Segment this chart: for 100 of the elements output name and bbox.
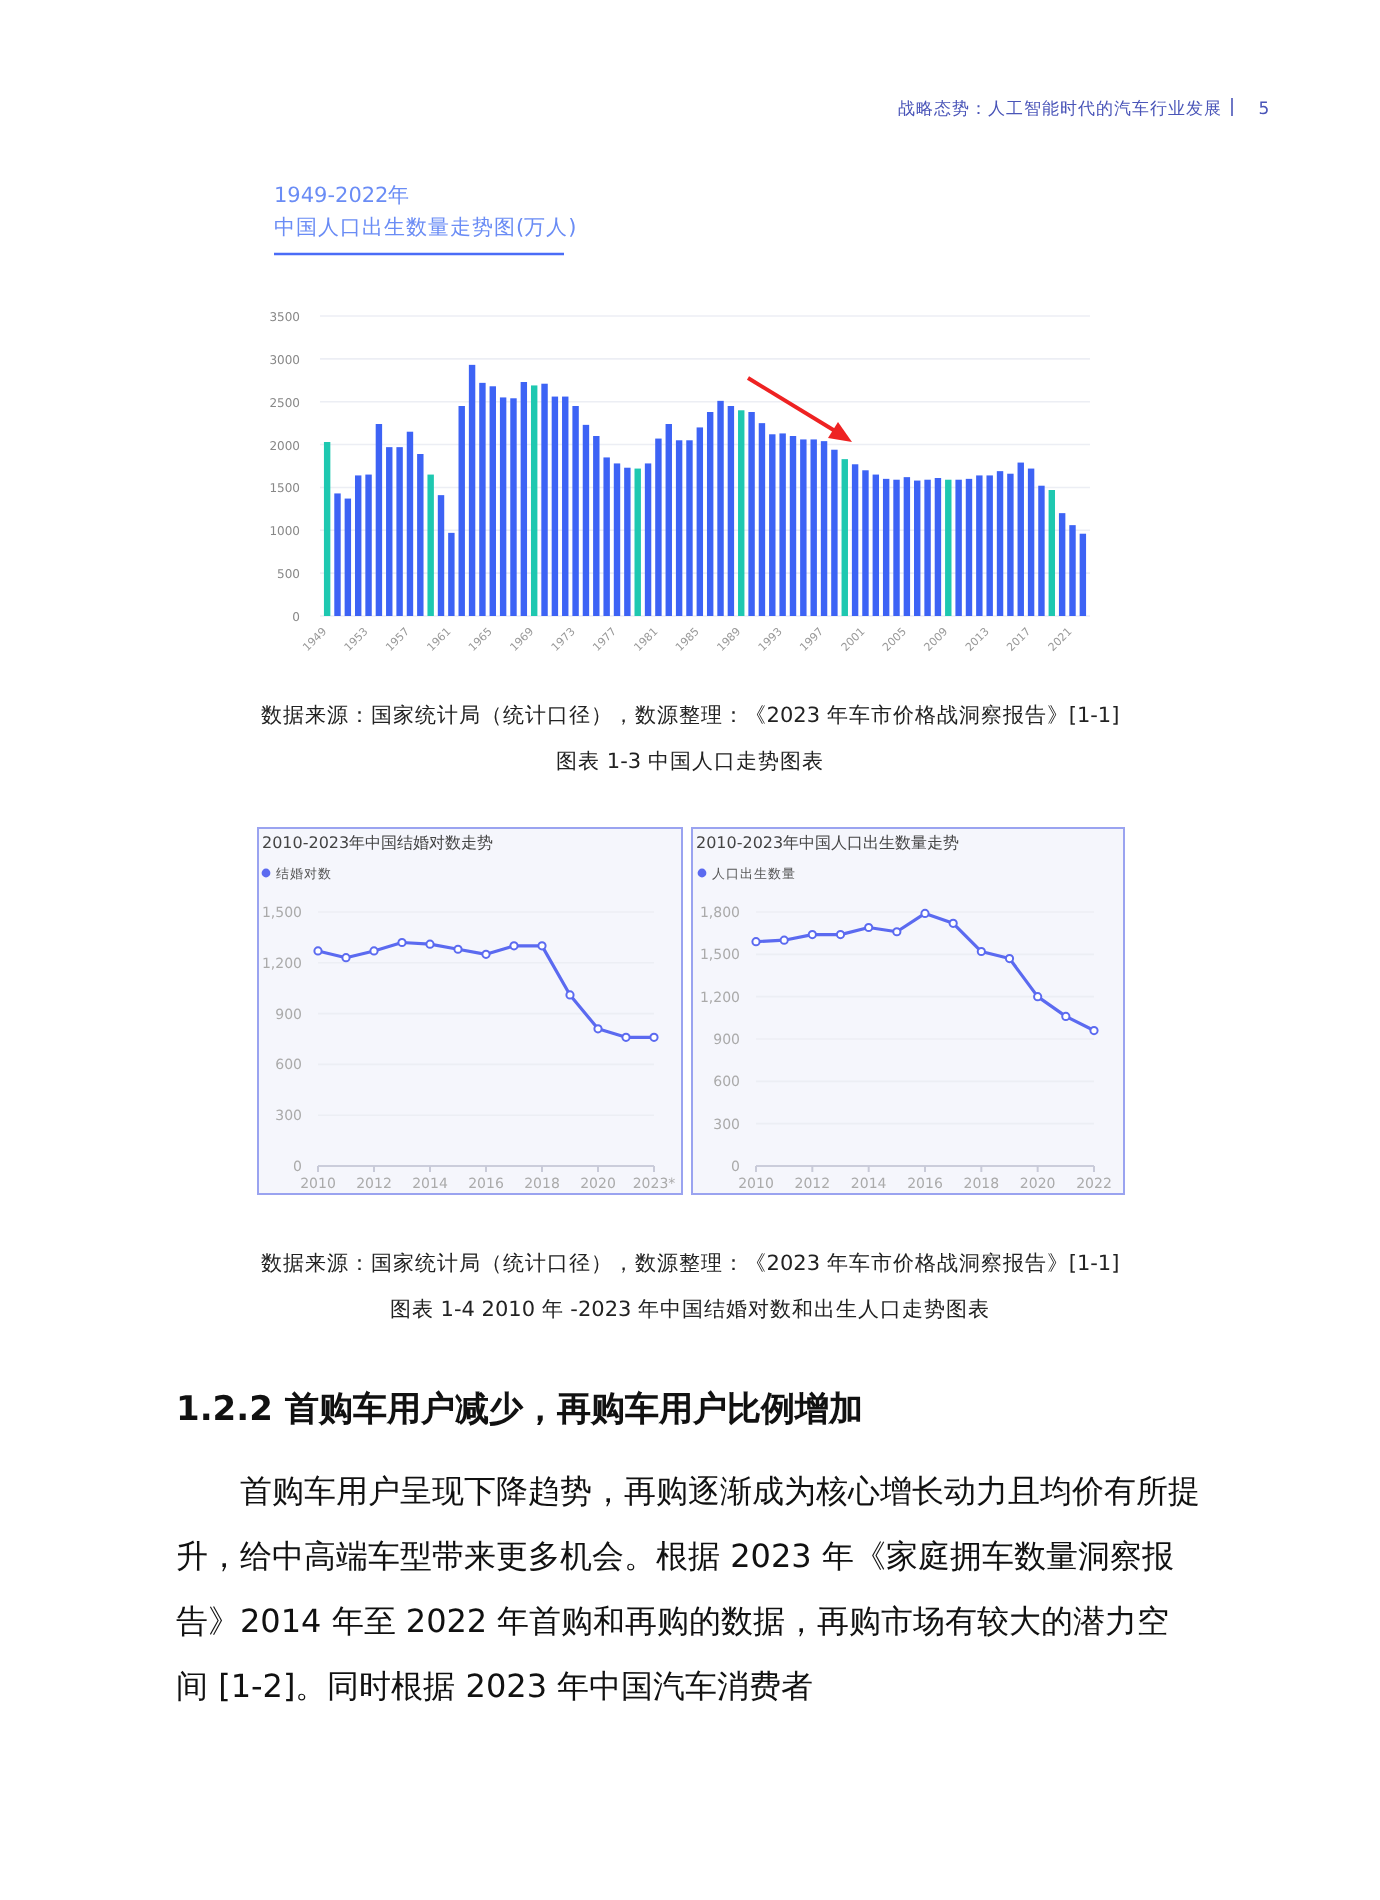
bar bbox=[344, 498, 352, 616]
bar bbox=[872, 474, 880, 616]
bar bbox=[924, 479, 931, 616]
bar bbox=[1038, 485, 1045, 616]
bar bbox=[458, 406, 465, 616]
bar bbox=[851, 464, 859, 616]
bar bbox=[468, 364, 476, 616]
bar bbox=[965, 478, 973, 616]
bar bbox=[841, 459, 848, 616]
bar bbox=[955, 479, 962, 616]
bar bbox=[1079, 533, 1087, 616]
bar bbox=[758, 423, 766, 616]
chart-subtitle: 中国人口出生数量走势图(万人) bbox=[274, 214, 577, 240]
bar bbox=[520, 382, 528, 616]
point bbox=[1061, 1011, 1071, 1022]
text: 首购车用户呈现下降趋势，再购逐渐成为核心增长动力且均价有所提升，给中高端车型带来更多机会。根据 2023 年《家庭拥车数量洞察报告》2014 年至 2022 年首购和再购的数据，再购市场有较大的潜力空间 [1-2]。同时根据 2023 年中国汽车消费者 bbox=[176, 1472, 1200, 1705]
bar bbox=[1027, 468, 1035, 616]
text: 5 bbox=[1258, 100, 1270, 120]
bar bbox=[613, 463, 621, 616]
bar bbox=[427, 474, 434, 616]
bar bbox=[489, 386, 496, 616]
bar bbox=[1007, 473, 1014, 616]
bar bbox=[1069, 525, 1076, 616]
bar bbox=[572, 406, 579, 616]
bar bbox=[706, 412, 714, 616]
text: 图表 1-4 2010 年 -2023 年中国结婚对数和出生人口走势图表 bbox=[389, 1296, 991, 1322]
bar bbox=[914, 480, 921, 616]
bar bbox=[396, 447, 403, 616]
bar bbox=[551, 396, 559, 616]
point bbox=[1033, 992, 1043, 1002]
bar bbox=[945, 479, 952, 616]
bar bbox=[479, 382, 486, 616]
bar bbox=[417, 454, 424, 616]
bar bbox=[406, 431, 414, 616]
bar bbox=[375, 424, 383, 616]
bar bbox=[893, 479, 900, 616]
bar bbox=[769, 434, 776, 616]
point bbox=[313, 946, 323, 956]
bar bbox=[386, 447, 393, 616]
bar bbox=[665, 424, 672, 616]
bar bbox=[510, 398, 517, 616]
bar bbox=[996, 471, 1004, 616]
source-note: 数据来源：国家统计局（统计口径），数源整理：《2023 年车市价格战洞察报告》[1-1] bbox=[260, 1250, 1120, 1276]
bar bbox=[934, 478, 942, 616]
point bbox=[593, 1024, 603, 1034]
bar bbox=[686, 440, 693, 616]
bar bbox=[748, 412, 755, 616]
text: 1.2.2 首购车用户减少，再购车用户比例增加 bbox=[176, 1390, 863, 1430]
bar bbox=[727, 406, 735, 616]
source-note: 数据来源：国家统计局（统计口径），数源整理：《2023 年车市价格战洞察报告》[1-1] bbox=[260, 702, 1120, 728]
point bbox=[341, 953, 351, 963]
bar bbox=[334, 493, 341, 616]
point bbox=[509, 941, 519, 951]
chart-title: 2010-2023年中国人口出生数量走势 bbox=[696, 834, 960, 852]
bar bbox=[1048, 490, 1056, 616]
point bbox=[453, 944, 463, 954]
point bbox=[369, 946, 379, 956]
point bbox=[948, 918, 958, 928]
bar bbox=[820, 441, 828, 616]
point bbox=[565, 990, 575, 1000]
bar bbox=[582, 424, 590, 616]
bar bbox=[634, 468, 641, 616]
point bbox=[425, 939, 435, 949]
bar bbox=[1058, 513, 1066, 616]
bar bbox=[437, 495, 445, 616]
bar bbox=[323, 442, 331, 616]
text: 图表 1-3 中国人口走势图表 bbox=[556, 748, 824, 774]
point bbox=[649, 1032, 659, 1042]
point bbox=[976, 946, 986, 957]
bar bbox=[831, 449, 838, 616]
point bbox=[751, 937, 761, 947]
bar bbox=[365, 474, 372, 616]
bar bbox=[624, 467, 631, 616]
bar bbox=[354, 475, 362, 616]
point bbox=[1089, 1025, 1099, 1036]
bar bbox=[882, 478, 890, 616]
point bbox=[807, 929, 817, 940]
chart-title: 1949-2022年 bbox=[274, 184, 411, 208]
bar bbox=[530, 385, 538, 616]
point bbox=[621, 1032, 631, 1042]
point bbox=[397, 937, 407, 948]
bar bbox=[779, 433, 786, 616]
text: 战略态势：人工智能时代的汽车行业发展 bbox=[898, 98, 1222, 120]
point bbox=[892, 927, 902, 937]
point bbox=[537, 941, 547, 951]
bar bbox=[655, 438, 662, 616]
bar bbox=[448, 532, 455, 616]
bar bbox=[562, 396, 569, 616]
point bbox=[864, 922, 874, 933]
bar bbox=[738, 410, 745, 616]
chart-title: 2010-2023年中国结婚对数走势 bbox=[262, 834, 494, 852]
bar bbox=[903, 477, 911, 616]
bar bbox=[1017, 462, 1024, 616]
bar bbox=[644, 463, 652, 616]
bar bbox=[675, 440, 683, 616]
point bbox=[779, 935, 789, 945]
bar bbox=[541, 383, 548, 616]
bar bbox=[862, 470, 869, 616]
point bbox=[835, 929, 846, 940]
bar bbox=[717, 400, 724, 616]
